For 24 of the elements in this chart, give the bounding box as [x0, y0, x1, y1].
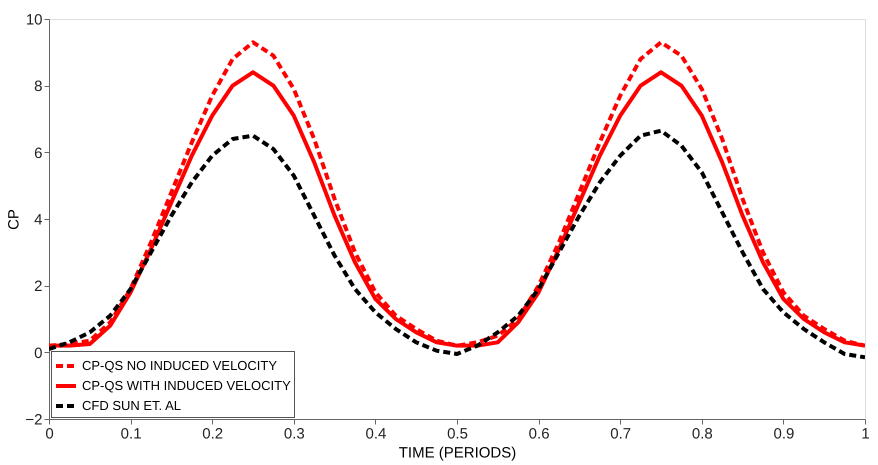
- x-tick-label: 0.1: [120, 426, 142, 442]
- y-tick-label: 0: [34, 344, 42, 362]
- legend-label: CP-QS NO INDUCED VELOCITY: [82, 358, 278, 373]
- x-tick-label: 0.5: [447, 426, 468, 442]
- x-tick-label: 0.6: [528, 426, 550, 442]
- x-tick-label: 0: [45, 426, 54, 442]
- x-tick-label: 1: [861, 426, 870, 442]
- y-tick-label: 8: [34, 78, 42, 96]
- y-axis-title: CP: [5, 209, 22, 230]
- line-series: [49, 128, 865, 360]
- y-tick-label: 4: [34, 212, 42, 228]
- x-tick-label: 0.7: [610, 426, 632, 442]
- x-tick-label: 0.8: [692, 426, 713, 442]
- x-tick-label: 0.9: [773, 426, 794, 442]
- x-axis-title: TIME (PERIODS): [398, 444, 516, 462]
- y-tick-label: 6: [34, 144, 42, 162]
- legend-label: CFD SUN ET. AL: [82, 398, 181, 413]
- x-tick-label: 0.4: [365, 426, 386, 442]
- y-tick-label: −2: [25, 412, 42, 428]
- x-tick-label: 0.2: [202, 426, 224, 442]
- y-tick-label: 2: [34, 278, 42, 296]
- y-tick-label: 10: [26, 12, 42, 28]
- x-tick-label: 0.3: [284, 426, 305, 442]
- legend-label: CP-QS WITH INDUCED VELOCITY: [82, 378, 292, 393]
